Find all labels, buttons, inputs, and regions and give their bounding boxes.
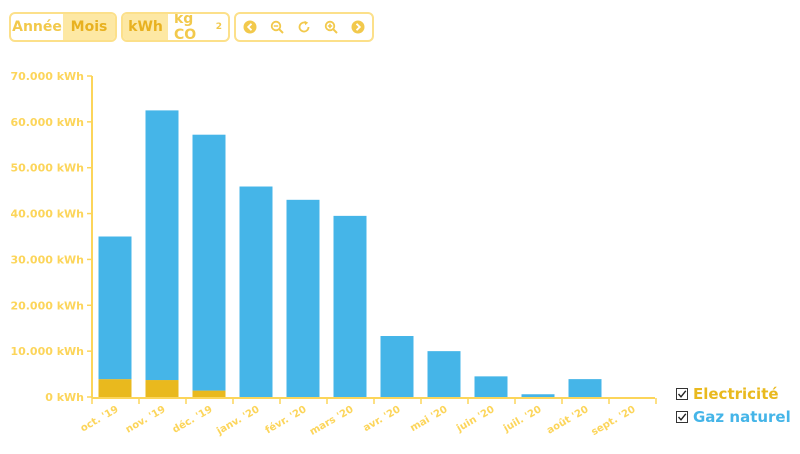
x-tick-label: oct. '19	[79, 404, 121, 434]
previous-button[interactable]	[236, 14, 263, 40]
zoom-in-icon	[324, 20, 338, 34]
legend-item-gas[interactable]: Gaz naturel	[676, 408, 791, 426]
bar-electricity	[98, 379, 132, 397]
y-tick-label: 60.000 kWh	[10, 116, 84, 129]
chart-navigation	[234, 12, 374, 42]
x-tick-label: janv. '20	[214, 404, 261, 438]
month-button[interactable]: Mois	[63, 14, 115, 40]
arrow-left-icon	[243, 20, 256, 34]
y-tick-label: 70.000 kWh	[10, 70, 84, 83]
bar-gas	[239, 186, 273, 397]
unit-toggle: kWh kg CO 2	[121, 12, 230, 42]
bar-electricity	[145, 380, 179, 397]
bar-gas	[145, 110, 179, 381]
x-tick-label: mai '20	[408, 404, 449, 434]
period-toggle: Année Mois	[9, 12, 117, 42]
reset-zoom-button[interactable]	[290, 14, 317, 40]
y-axis-labels: 0 kWh 10.000 kWh 20.000 kWh 30.000 kWh 40.00…	[10, 70, 84, 404]
year-button[interactable]: Année	[12, 19, 62, 35]
bar-gas	[521, 394, 555, 397]
x-tick-label: sept. '20	[590, 404, 638, 438]
co2-button[interactable]: kg CO 2	[168, 14, 228, 40]
checkmark-icon	[677, 413, 687, 421]
legend-label-electricity: Electricité	[693, 385, 779, 403]
bar-gas	[192, 134, 226, 391]
bar-gas	[380, 336, 414, 397]
y-tick-label: 10.000 kWh	[10, 345, 84, 358]
co2-subscript: 2	[215, 22, 222, 32]
bar-gas	[286, 199, 320, 397]
bars	[98, 110, 602, 397]
x-tick-label: nov. '19	[124, 404, 168, 436]
axes	[87, 75, 657, 404]
y-tick-label: 40.000 kWh	[10, 208, 84, 221]
x-tick-label: avr. '20	[361, 404, 402, 434]
x-tick-label: juin '20	[454, 404, 496, 435]
zoom-in-button[interactable]	[317, 14, 344, 40]
bar-gas	[568, 379, 602, 397]
x-tick-label: mars '20	[308, 404, 356, 438]
legend-label-gas: Gaz naturel	[693, 408, 791, 426]
bar-electricity	[192, 390, 226, 397]
gas-checkbox[interactable]	[676, 411, 688, 423]
bar-gas	[427, 351, 461, 397]
bar-gas	[98, 236, 132, 380]
legend-item-electricity[interactable]: Electricité	[676, 385, 779, 403]
bar-gas	[474, 376, 508, 397]
arrow-right-icon	[351, 20, 364, 34]
x-tick-label: juil. '20	[501, 404, 543, 435]
y-tick-label: 30.000 kWh	[10, 253, 84, 266]
kwh-button[interactable]: kWh	[123, 14, 168, 40]
x-axis-labels: oct. '19 nov. '19 déc. '19 janv. '20 févr. '…	[79, 403, 638, 438]
zoom-out-icon	[270, 20, 284, 34]
y-tick-label: 20.000 kWh	[10, 299, 84, 312]
next-button[interactable]	[344, 14, 371, 40]
y-tick-label: 0 kWh	[45, 391, 84, 404]
x-tick-label: août '20	[545, 403, 591, 436]
reset-icon	[298, 20, 309, 33]
zoom-out-button[interactable]	[263, 14, 290, 40]
checkmark-icon	[677, 390, 687, 398]
electricity-checkbox[interactable]	[676, 388, 688, 400]
bar-gas	[333, 215, 367, 397]
co2-label: kg CO	[174, 12, 197, 42]
x-tick-label: déc. '19	[170, 403, 214, 435]
x-tick-label: févr. '20	[263, 403, 308, 436]
y-tick-label: 50.000 kWh	[10, 162, 84, 175]
